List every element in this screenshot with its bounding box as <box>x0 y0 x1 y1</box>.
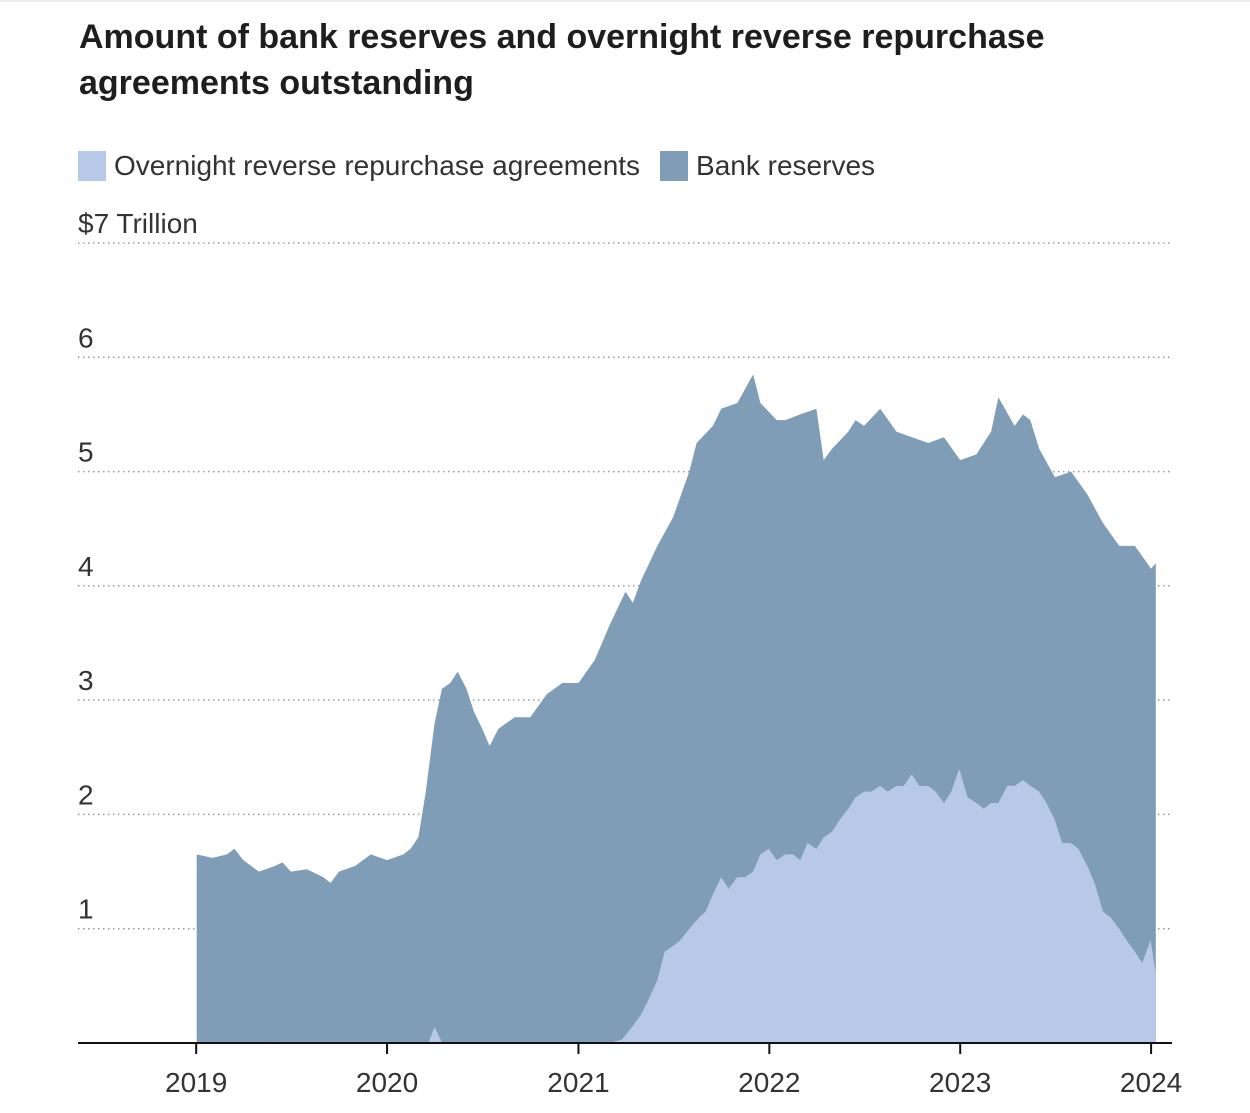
y-unit-label: $7 Trillion <box>78 208 198 239</box>
x-tick-label-2021: 2021 <box>547 1067 609 1098</box>
top-divider <box>0 0 1250 2</box>
legend-item-rrp: Overnight reverse repurchase agreements <box>78 150 640 182</box>
x-tick-label-2023: 2023 <box>929 1067 991 1098</box>
x-tick-label-2022: 2022 <box>738 1067 800 1098</box>
y-tick-label-1: 1 <box>78 894 94 925</box>
y-tick-label-3: 3 <box>78 665 94 696</box>
legend-swatch-reserves <box>660 151 689 181</box>
y-tick-label-4: 4 <box>78 551 94 582</box>
y-tick-label-2: 2 <box>78 779 94 810</box>
y-tick-label-6: 6 <box>78 322 94 353</box>
x-tick-label-2020: 2020 <box>356 1067 418 1098</box>
y-tick-label-5: 5 <box>78 437 94 468</box>
legend-swatch-rrp <box>78 151 106 181</box>
x-tick-label-2024: 2024 <box>1120 1067 1182 1098</box>
chart-title: Amount of bank reserves and overnight re… <box>79 18 1045 102</box>
legend: Overnight reverse repurchase agreements … <box>78 146 895 186</box>
legend-label-reserves: Bank reserves <box>696 150 876 181</box>
legend-label-rrp: Overnight reverse repurchase agreements <box>114 150 641 181</box>
area-overnight-rrp <box>196 768 1156 1043</box>
x-tick-label-2019: 2019 <box>165 1067 227 1098</box>
legend-item-reserves: Bank reserves <box>660 150 875 182</box>
